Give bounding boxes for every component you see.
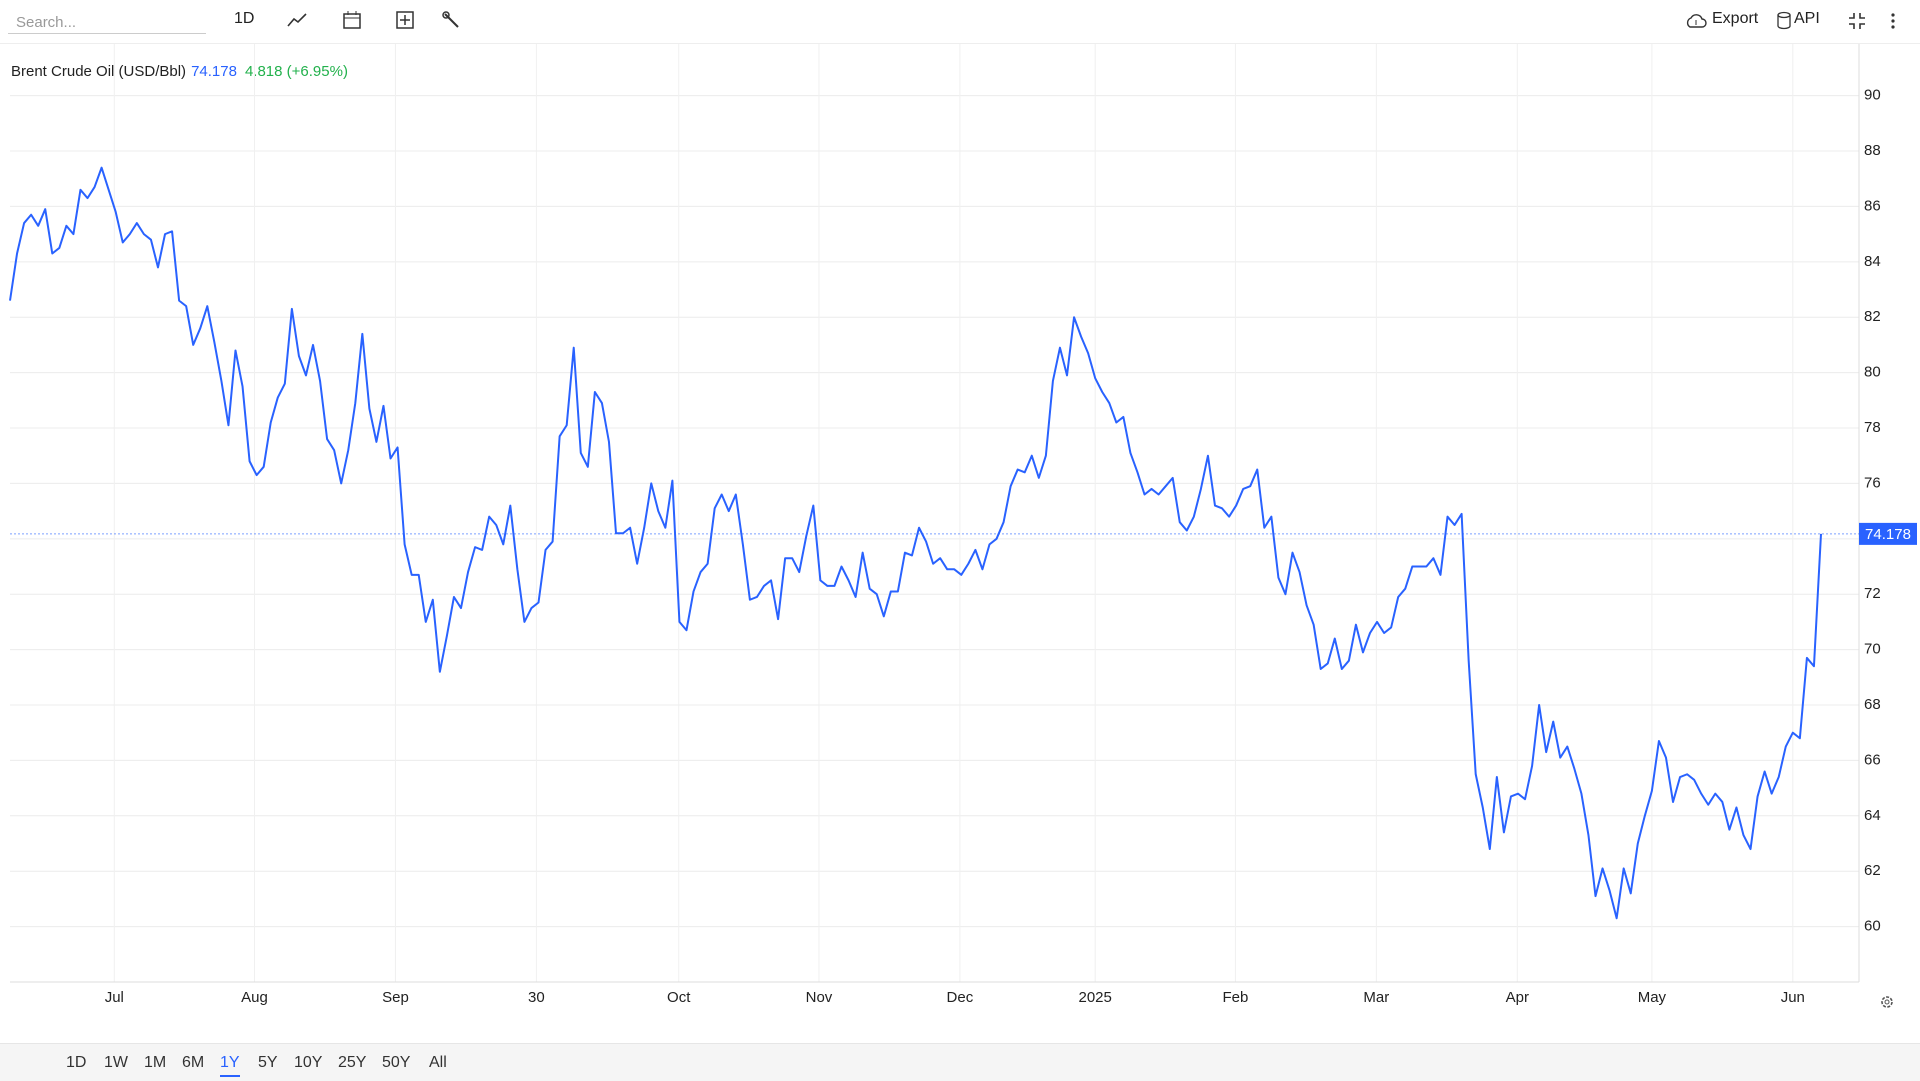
settings-icon[interactable] [1878,993,1896,1011]
calendar-icon[interactable] [342,10,362,30]
range-button[interactable]: 5Y [258,1054,278,1071]
x-tick-label: Jul [105,989,124,1006]
line-icon[interactable] [286,11,308,29]
last-value: 74.178 [191,63,237,80]
y-tick-label: 66 [1864,751,1881,768]
range-button[interactable]: All [429,1054,447,1071]
y-tick-label: 76 [1864,474,1881,491]
y-tick-label: 82 [1864,308,1881,325]
x-tick-label: Apr [1506,989,1529,1006]
y-tick-label: 88 [1864,142,1881,159]
range-bar: 1D 1W 1M 6M 1Y 5Y 10Y 25Y 50Y All [0,1043,1920,1081]
x-tick-label: Oct [667,989,691,1006]
x-tick-label: Nov [806,989,833,1006]
api-button[interactable]: API [1794,10,1820,27]
y-tick-label: 84 [1864,253,1881,270]
y-tick-label: 60 [1864,918,1881,935]
last-value-box [1859,522,1917,545]
export-button[interactable]: Export [1712,10,1759,27]
export-icon[interactable] [1685,12,1707,30]
y-tick-label: 86 [1864,197,1881,214]
menu-icon[interactable] [1890,12,1896,30]
x-tick-label: Feb [1222,989,1248,1006]
price-line [9,166,1822,920]
x-tick-label: 2025 [1079,989,1112,1006]
y-tick-label: 72 [1864,585,1881,602]
x-tick-label: Sep [382,989,409,1006]
y-tick-label: 80 [1864,364,1881,381]
x-tick-label: May [1638,989,1667,1006]
range-button[interactable]: 25Y [338,1054,367,1071]
fullscreen-icon[interactable] [1847,11,1867,31]
change: 4.818 (+6.95%) [245,63,348,80]
y-tick-label: 64 [1864,807,1881,824]
api-icon[interactable] [1776,11,1792,31]
interval-button[interactable]: 1D [234,10,255,27]
range-button[interactable]: 10Y [294,1054,323,1071]
range-button[interactable]: 6M [182,1054,205,1071]
x-tick-label: Jun [1781,989,1805,1006]
range-button[interactable]: 1M [144,1054,167,1071]
x-tick-label: Dec [947,989,974,1006]
chart-title: Brent Crude Oil (USD/Bbl) [11,63,186,80]
search-input[interactable]: Search... [8,8,206,34]
add-icon[interactable] [395,10,415,30]
y-tick-label: 70 [1864,641,1881,658]
y-tick-label: 90 [1864,87,1881,104]
y-tick-label: 78 [1864,419,1881,436]
tools-icon[interactable] [442,11,462,31]
range-button[interactable]: 1Y [220,1054,240,1077]
range-button[interactable]: 1D [66,1054,87,1071]
x-tick-label: Aug [241,989,268,1006]
toolbar: Search... 1D Export API [0,0,1920,44]
x-tick-label: 30 [528,989,545,1006]
y-tick-label: 62 [1864,862,1881,879]
range-button[interactable]: 1W [104,1054,128,1071]
x-tick-label: Mar [1363,989,1389,1006]
range-button[interactable]: 50Y [382,1054,411,1071]
last-value-label: 74.178 [1865,526,1911,543]
y-tick-label: 68 [1864,696,1881,713]
